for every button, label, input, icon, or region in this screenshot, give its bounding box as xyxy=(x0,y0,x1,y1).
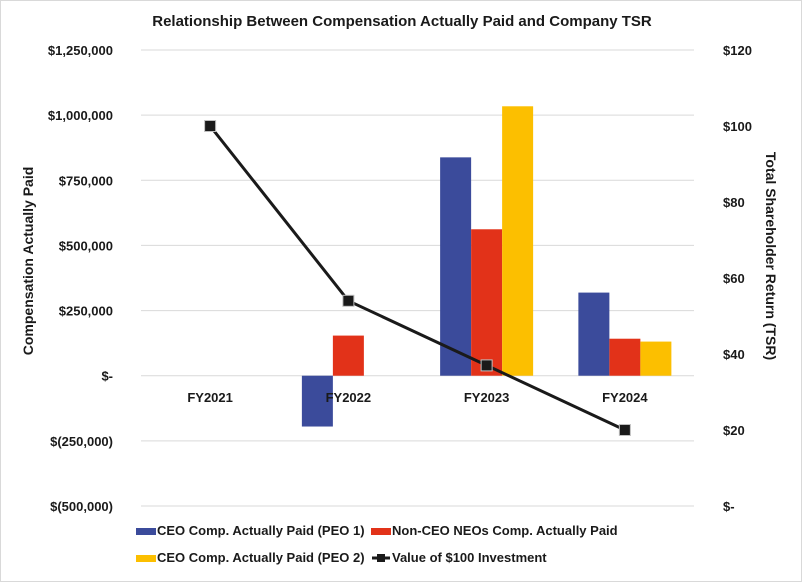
right-tick-label: $40 xyxy=(723,347,745,362)
legend-label: CEO Comp. Actually Paid (PEO 1) xyxy=(157,523,365,538)
right-tick-label: $- xyxy=(723,499,735,514)
category-labels: FY2021 FY2022 FY2023 FY2024 xyxy=(187,390,648,405)
left-tick-label: $750,000 xyxy=(59,173,113,188)
gridlines xyxy=(141,49,694,507)
tsr-marker-fy2024 xyxy=(618,424,631,436)
legend-label: Non-CEO NEOs Comp. Actually Paid xyxy=(392,523,618,538)
legend-label: CEO Comp. Actually Paid (PEO 2) xyxy=(157,550,365,565)
category-label: FY2022 xyxy=(326,390,372,405)
legend-swatch xyxy=(371,528,391,535)
right-axis-ticks: $120 $100 $80 $60 $40 $20 $- xyxy=(723,43,752,514)
left-tick-label: $- xyxy=(101,369,113,384)
bar-fy2024-s1 xyxy=(609,338,641,376)
legend-label: Value of $100 Investment xyxy=(392,550,547,565)
tsr-marker-fy2023 xyxy=(480,359,493,372)
right-tick-label: $60 xyxy=(723,271,745,286)
left-axis-ticks: $1,250,000 $1,000,000 $750,000 $500,000 $250… xyxy=(48,43,113,514)
left-tick-label: $1,000,000 xyxy=(48,108,113,123)
left-tick-label: $(250,000) xyxy=(50,434,113,449)
bar-fy2024-s0 xyxy=(578,292,610,376)
legend-swatch xyxy=(136,555,156,562)
left-axis-title: Compensation Actually Paid xyxy=(20,167,36,356)
right-tick-label: $80 xyxy=(723,195,745,210)
bar-fy2023-s0 xyxy=(440,157,472,376)
left-tick-label: $250,000 xyxy=(59,304,113,319)
legend-marker-swatch xyxy=(377,554,385,562)
bar-fy2022-s1 xyxy=(332,335,364,376)
left-tick-label: $1,250,000 xyxy=(48,43,113,58)
bar-fy2023-s1 xyxy=(471,229,503,376)
chart-title: Relationship Between Compensation Actual… xyxy=(152,13,652,30)
category-label: FY2024 xyxy=(602,390,648,405)
tsr-marker-fy2021 xyxy=(204,120,217,132)
bar-fy2024-s2 xyxy=(640,341,672,376)
legend-swatch xyxy=(136,528,156,535)
tsr-line xyxy=(204,120,631,436)
right-axis-title: Total Shareholder Return (TSR) xyxy=(763,152,779,360)
bars xyxy=(301,106,672,427)
bar-fy2022-s0 xyxy=(301,375,333,427)
right-tick-label: $100 xyxy=(723,119,752,134)
tsr-marker-fy2022 xyxy=(342,294,355,307)
right-tick-label: $20 xyxy=(723,423,745,438)
right-tick-label: $120 xyxy=(723,43,752,58)
left-tick-label: $(500,000) xyxy=(50,499,113,514)
category-label: FY2023 xyxy=(464,390,510,405)
legend: CEO Comp. Actually Paid (PEO 1) Non-CEO N… xyxy=(136,523,618,565)
category-label: FY2021 xyxy=(187,390,233,405)
tsr-line-path xyxy=(208,125,626,432)
left-tick-label: $500,000 xyxy=(59,238,113,253)
bar-fy2023-s2 xyxy=(502,106,534,376)
